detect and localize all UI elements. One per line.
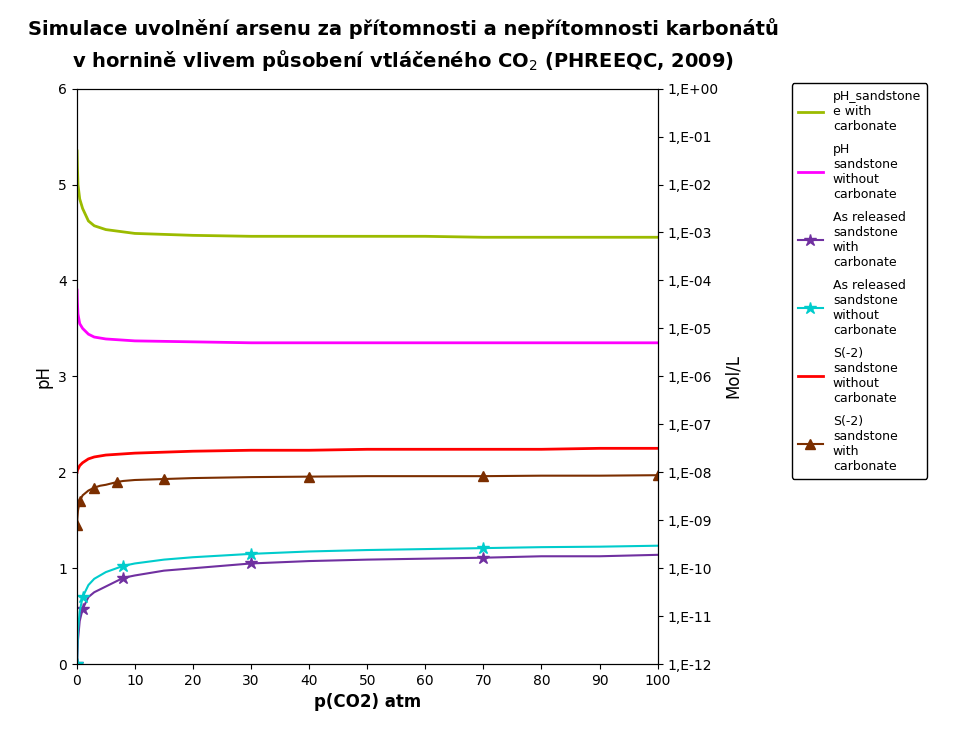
- X-axis label: p(CO2) atm: p(CO2) atm: [314, 694, 420, 711]
- Y-axis label: Mol/L: Mol/L: [724, 354, 742, 399]
- Text: Simulace uvolnění arsenu za přítomnosti a nepřítomnosti karbonátů: Simulace uvolnění arsenu za přítomnosti …: [28, 18, 779, 39]
- Legend: pH_sandstone
e with
carbonate, pH
sandstone
without
carbonate, As released
sands: pH_sandstone e with carbonate, pH sandst…: [792, 83, 927, 479]
- Y-axis label: pH: pH: [35, 365, 53, 388]
- Text: v hornině vlivem působení vtláčeného CO$_2$ (PHREEQC, 2009): v hornině vlivem působení vtláčeného CO$…: [72, 48, 734, 73]
